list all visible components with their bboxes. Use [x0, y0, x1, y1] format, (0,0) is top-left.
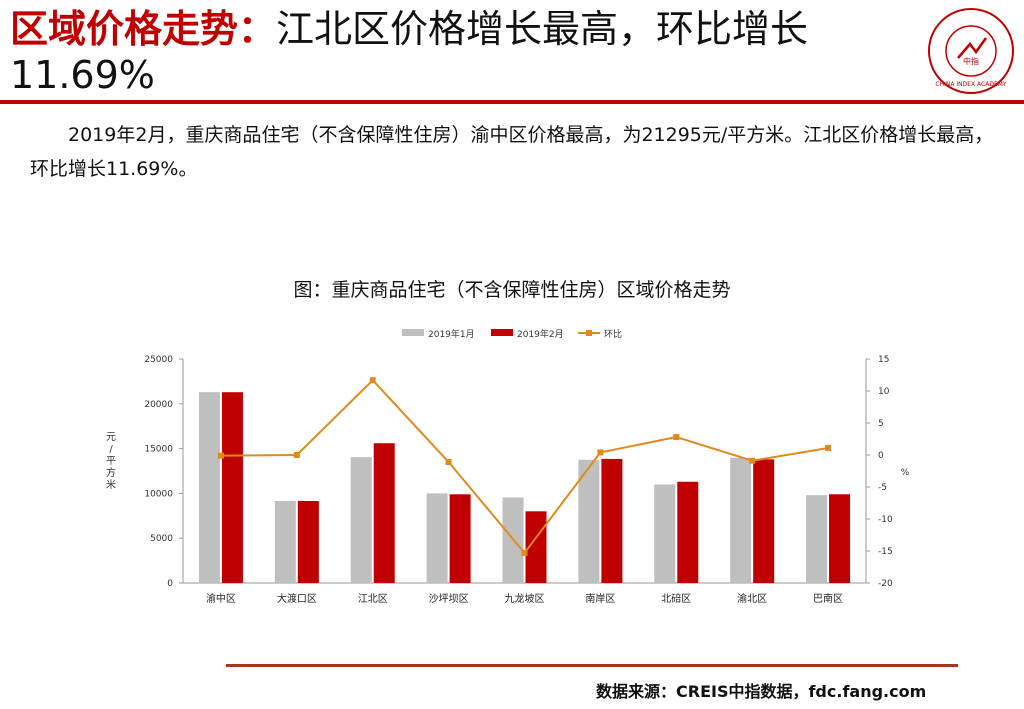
summary-paragraph: 2019年2月，重庆商品住宅（不含保障性住房）渝中区价格最高，为21295元/平… [30, 124, 994, 180]
right-tick-label: -10 [878, 515, 893, 525]
bar-jan [730, 458, 752, 583]
x-tick-label: 沙坪坝区 [429, 592, 469, 605]
legend-label: 环比 [604, 328, 622, 340]
china-index-academy-logo: CHINA INDEX ACADEMY 中指 [928, 8, 1014, 94]
mom-point [369, 377, 376, 384]
bar-jan [654, 484, 676, 583]
legend-label: 2019年1月 [428, 328, 475, 340]
right-tick-label: 10 [878, 387, 890, 397]
x-tick-label: 九龙坡区 [505, 592, 545, 605]
x-tick-label: 南岸区 [585, 592, 615, 605]
left-tick-label: 20000 [144, 400, 173, 410]
bar-jan [578, 459, 600, 583]
right-tick-label: -15 [878, 547, 893, 557]
bar-feb [677, 481, 699, 583]
right-tick-label: 5 [878, 419, 884, 429]
bar-feb [753, 459, 775, 583]
left-tick-label: 0 [167, 579, 173, 589]
mom-point [597, 449, 604, 456]
x-tick-label: 大渡口区 [277, 592, 317, 605]
bar-feb [297, 501, 319, 583]
bar-feb [601, 458, 623, 583]
y-axis-label: 元/平方米 [106, 432, 116, 491]
title-highlight: 区域价格走势： [10, 7, 277, 51]
mom-point [749, 457, 756, 464]
mom-point [825, 444, 832, 451]
bar-jan [806, 495, 828, 583]
bar-jan [350, 457, 372, 583]
left-tick-label: 5000 [150, 534, 173, 544]
bar-feb [829, 494, 851, 583]
bar-jan [198, 392, 220, 583]
right-tick-label: 0 [878, 451, 884, 461]
x-tick-label: 江北区 [358, 593, 388, 605]
left-tick-label: 10000 [144, 489, 173, 499]
legend-swatch [402, 329, 424, 336]
left-tick-label: 25000 [144, 355, 173, 365]
x-tick-label: 渝中区 [206, 592, 236, 605]
logo-center: 中指 [963, 56, 979, 66]
chart-title: 图：重庆商品住宅（不含保障性住房）区域价格走势 [293, 279, 731, 301]
x-tick-label: 北碚区 [661, 592, 691, 605]
legend-swatch [491, 329, 513, 336]
left-tick-label: 15000 [144, 445, 173, 455]
bar-jan [426, 493, 448, 583]
legend-label: 2019年2月 [517, 328, 564, 340]
logo-text: CHINA INDEX ACADEMY [935, 81, 1007, 88]
bar-feb [373, 443, 395, 583]
bar-feb [449, 494, 471, 583]
title-rest: 江北区价格增长最高，环比增长11.69% [10, 7, 809, 97]
x-tick-label: 巴南区 [813, 592, 843, 605]
right-tick-label: -20 [878, 579, 893, 589]
header-divider [0, 100, 1024, 104]
data-source: 数据来源：CREIS中指数据，fdc.fang.com [596, 682, 927, 701]
footer-divider [226, 664, 958, 667]
mom-point [293, 452, 300, 458]
mom-point [445, 459, 452, 466]
right-tick-label: 15 [878, 355, 889, 365]
right-tick-label: -5 [878, 483, 887, 493]
legend-marker [586, 330, 592, 336]
bar-feb [221, 392, 243, 583]
mom-point [521, 549, 528, 556]
bar-jan [274, 501, 296, 583]
mom-point [673, 434, 680, 441]
page-title: 区域价格走势：江北区价格增长最高，环比增长11.69% [10, 6, 910, 98]
x-tick-label: 渝北区 [737, 592, 767, 605]
mom-point [217, 452, 224, 459]
y2-axis-label: % [901, 468, 910, 478]
